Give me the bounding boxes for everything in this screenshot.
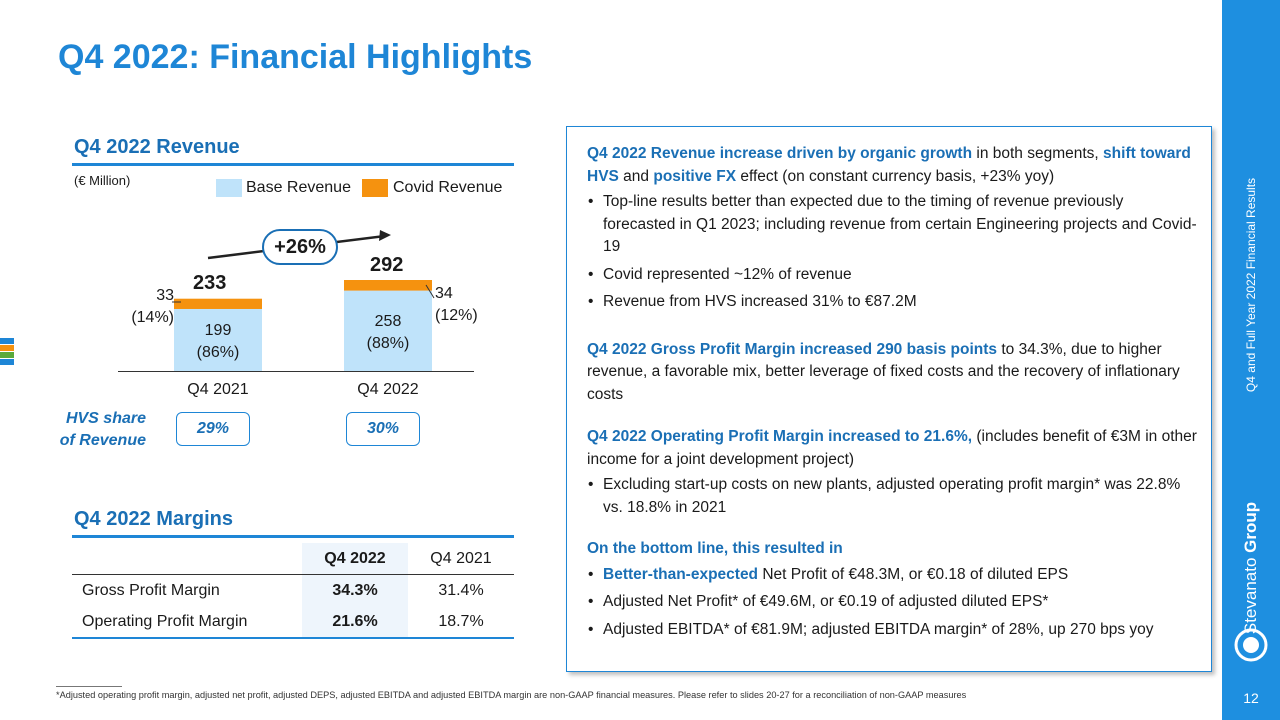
margin-value-q4-2021: 31.4% — [438, 581, 484, 599]
covid-value-2021-amount: 33 — [156, 287, 174, 304]
highlight-revenue-text1: in both segments, — [972, 145, 1104, 162]
bottom-line-bullets: Better-than-expected Net Profit of €48.3… — [587, 564, 1199, 642]
net-profit-lead: Better-than-expected — [603, 565, 759, 583]
highlight-gross-margin: Q4 2022 Gross Profit Margin increased 29… — [587, 339, 1199, 407]
list-item: Adjusted EBITDA* of €81.9M; adjusted EBI… — [588, 619, 1199, 642]
footnote: *Adjusted operating profit margin, adjus… — [56, 690, 967, 700]
highlight-revenue-fx: positive FX — [653, 167, 737, 185]
highlight-operating-margin-lead: Q4 2022 Operating Profit Margin increase… — [587, 428, 973, 445]
base-value-2021: 199 (86%) — [173, 320, 263, 364]
revenue-bullets: Top-line results better than expected du… — [587, 191, 1199, 314]
bar-base-q4-2022 — [344, 290, 432, 371]
base-value-2022-pct: (88%) — [366, 335, 410, 352]
highlight-revenue-lead: Q4 2022 Revenue increase driven by organ… — [587, 145, 973, 162]
highlight-bottom-line: On the bottom line, this resulted in — [587, 540, 843, 557]
hvs-share-label: HVS share of Revenue — [40, 408, 146, 452]
list-item: Covid represented ~12% of revenue — [588, 264, 1199, 287]
base-value-2021-amount: 199 — [204, 322, 232, 339]
side-label: Q4 and Full Year 2022 Financial Results — [1244, 177, 1258, 393]
highlight-operating-margin-text: (includes benefit of €3M in other income… — [587, 428, 1197, 468]
list-item: Adjusted Net Profit* of €49.6M, or €0.19… — [588, 591, 1199, 614]
brand-name: Stevanato Group — [1241, 502, 1261, 634]
operating-bullets: Excluding start-up costs on new plants, … — [587, 474, 1199, 519]
highlight-revenue-text2: and — [618, 167, 654, 185]
covid-leader-2022 — [425, 284, 435, 299]
bar-covid-q4-2021 — [174, 298, 262, 309]
side-band — [1222, 0, 1280, 720]
margins-heading: Q4 2022 Margins — [74, 508, 233, 530]
revenue-unit: (€ Million) — [74, 173, 131, 188]
hvs-share-label-line1: HVS share — [65, 410, 146, 427]
growth-arrowhead — [379, 230, 391, 241]
table-row: Gross Profit Margin 34.3% 31.4% — [72, 574, 514, 606]
highlights-content: Q4 2022 Revenue increase driven by organ… — [587, 143, 1199, 646]
margin-row-label: Operating Profit Margin — [82, 612, 248, 630]
net-profit-text: Net Profit of €48.3M, or €0.18 of dilute… — [758, 565, 1069, 583]
page-title: Q4 2022: Financial Highlights — [58, 38, 533, 76]
covid-value-2021-pct: (14%) — [131, 309, 174, 326]
spacer — [587, 406, 1199, 426]
legend-covid-label: Covid Revenue — [393, 179, 503, 196]
margin-row-label: Gross Profit Margin — [82, 581, 220, 599]
legend-covid-swatch — [362, 179, 388, 197]
growth-badge: +26% — [262, 229, 338, 265]
bar-covid-q4-2022 — [344, 280, 432, 291]
base-value-2022: 258 (88%) — [343, 311, 433, 355]
highlight-gross-margin-lead: Q4 2022 Gross Profit Margin increased 29… — [587, 340, 998, 358]
revenue-chart — [118, 230, 474, 372]
margins-header-blank — [72, 543, 302, 575]
total-label-2022: 292 — [370, 254, 404, 276]
page-number: 12 — [1243, 690, 1259, 706]
spacer — [587, 524, 1199, 538]
footnote-rule — [56, 686, 122, 687]
brand-name-part1: Stevanato — [1241, 557, 1260, 635]
brand-logo-icon — [1234, 628, 1268, 662]
highlight-revenue-text3: effect (on constant currency basis, +23%… — [736, 167, 1055, 185]
margins-heading-rule — [72, 535, 514, 538]
total-label-2021: 233 — [193, 272, 227, 294]
bar-base-q4-2021 — [174, 308, 262, 371]
x-tick-2021: Q4 2021 — [187, 381, 249, 398]
margins-col-q4-2022: Q4 2022 — [302, 543, 408, 575]
revenue-heading: Q4 2022 Revenue — [74, 136, 240, 158]
highlight-operating-margin: Q4 2022 Operating Profit Margin increase… — [587, 426, 1199, 471]
brand-name-part2: Group — [1241, 501, 1260, 553]
highlight-gross-margin-text: to 34.3%, due to higher revenue, a favor… — [587, 340, 1180, 403]
hvs-share-label-line2: of Revenue — [59, 432, 146, 449]
table-row: Operating Profit Margin 21.6% 18.7% — [72, 606, 514, 638]
margins-col-q4-2021: Q4 2021 — [430, 549, 492, 567]
highlights-box: Q4 2022 Revenue increase driven by organ… — [566, 126, 1212, 672]
hvs-share-2022: 30% — [346, 412, 420, 446]
list-item: Excluding start-up costs on new plants, … — [588, 474, 1199, 519]
list-item: Revenue from HVS increased 31% to €87.2M — [588, 291, 1199, 314]
covid-value-2021: 33 (14%) — [118, 285, 174, 329]
base-value-2021-pct: (86%) — [196, 344, 240, 361]
margins-table: Q4 2022 Q4 2021 Gross Profit Margin 34.3… — [72, 543, 514, 639]
spacer — [587, 319, 1199, 339]
covid-value-2022-pct: (12%) — [435, 307, 478, 324]
margin-value-q4-2021: 18.7% — [438, 612, 484, 630]
legend-base-swatch — [216, 179, 242, 197]
list-item: Top-line results better than expected du… — [588, 191, 1199, 259]
x-tick-2022: Q4 2022 — [357, 381, 419, 398]
revenue-heading-rule — [72, 163, 514, 166]
covid-value-2022: 34 (12%) — [435, 283, 491, 327]
legend-base-label: Base Revenue — [246, 179, 351, 196]
margins-header-row: Q4 2022 Q4 2021 — [72, 543, 514, 575]
highlight-revenue-hvs: shift toward HVS — [587, 145, 1191, 185]
base-value-2022-amount: 258 — [374, 313, 402, 330]
margin-value-q4-2022: 21.6% — [302, 606, 408, 638]
margin-value-q4-2022: 34.3% — [302, 574, 408, 606]
list-item: Better-than-expected Net Profit of €48.3… — [588, 564, 1199, 587]
left-accent-stripes — [0, 338, 14, 366]
covid-value-2022-amount: 34 — [435, 285, 453, 302]
hvs-share-2021: 29% — [176, 412, 250, 446]
highlight-revenue: Q4 2022 Revenue increase driven by organ… — [587, 143, 1199, 188]
